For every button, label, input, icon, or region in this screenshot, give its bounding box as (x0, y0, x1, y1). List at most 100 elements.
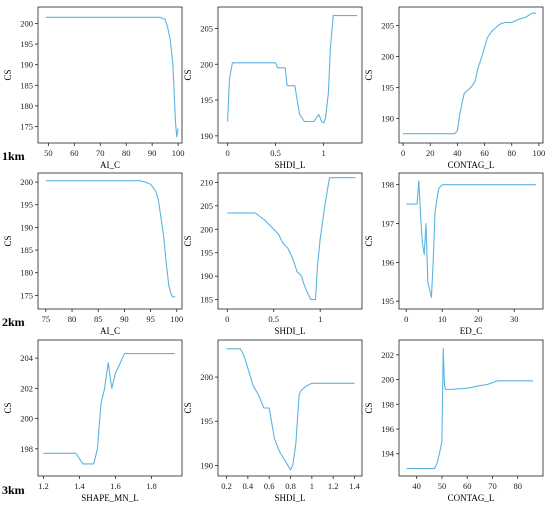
y-tick-label: 194 (381, 449, 395, 459)
y-tick-label: 195 (381, 296, 394, 306)
x-tick-label: 85 (94, 314, 103, 324)
y-tick-label: 190 (200, 460, 213, 470)
y-tick-label: 200 (20, 18, 33, 28)
series-line (45, 180, 176, 298)
y-axis-label: CS (364, 402, 374, 413)
x-tick-label: 60 (463, 481, 472, 491)
y-tick-label: 185 (20, 245, 33, 255)
y-tick-label: 205 (381, 21, 394, 31)
y-tick-label: 190 (20, 60, 33, 70)
y-tick-label: 202 (20, 383, 33, 393)
x-tick-label: 0 (225, 314, 229, 324)
y-tick-label: 195 (200, 248, 213, 258)
x-tick-label: 1.2 (38, 481, 49, 491)
x-tick-label: 50 (438, 481, 447, 491)
y-tick-label: 180 (20, 268, 33, 278)
x-tick-label: 1.8 (146, 481, 157, 491)
x-tick-label: 1.4 (74, 481, 85, 491)
y-axis-label: CS (364, 235, 374, 246)
plot-frame (37, 6, 183, 144)
y-axis-label: CS (3, 69, 13, 80)
plot-frame (398, 6, 544, 144)
y-tick-label: 180 (20, 101, 33, 111)
x-tick-label: 10 (438, 314, 447, 324)
y-axis-label: CS (183, 69, 193, 80)
series-line (45, 16, 179, 138)
y-axis-label: CS (183, 235, 193, 246)
y-tick-label: 185 (20, 80, 33, 90)
x-tick-label: 75 (42, 314, 51, 324)
x-tick-label: 0.5 (268, 314, 279, 324)
x-axis-label: AI_C (100, 326, 120, 336)
x-axis-label: CONTAG_L (448, 493, 495, 503)
x-tick-label: 20 (474, 314, 483, 324)
x-axis-label: CONTAG_L (448, 160, 495, 170)
series-line (406, 180, 536, 298)
x-tick-label: 50 (44, 148, 53, 158)
x-tick-label: 60 (480, 148, 489, 158)
x-tick-label: 0 (225, 148, 229, 158)
x-axis-label: AI_C (100, 160, 120, 170)
x-tick-label: 0.6 (264, 481, 275, 491)
y-tick-label: 200 (20, 177, 33, 187)
row-label-2km: 2km (2, 315, 25, 329)
x-axis-label: SHAPE_MN_L (81, 493, 139, 503)
plot-frame (217, 6, 363, 144)
y-tick-label: 185 (200, 295, 213, 305)
plot-frame (37, 339, 183, 477)
y-tick-label: 205 (200, 23, 213, 33)
y-tick-label: 200 (20, 414, 33, 424)
x-tick-label: 1.4 (349, 481, 360, 491)
x-axis-label: SHDI_L (275, 493, 306, 503)
y-tick-label: 175 (20, 290, 33, 300)
plot-frame (398, 339, 544, 477)
x-tick-label: 95 (146, 314, 155, 324)
x-tick-label: 0.4 (243, 481, 254, 491)
x-tick-label: 1 (318, 314, 322, 324)
row-label-3km: 3km (2, 483, 25, 497)
x-tick-label: 0 (404, 314, 408, 324)
x-tick-label: 80 (68, 314, 77, 324)
x-tick-label: 40 (412, 481, 421, 491)
x-tick-label: 0.2 (221, 481, 232, 491)
x-tick-label: 0.8 (285, 481, 296, 491)
x-tick-label: 80 (122, 148, 131, 158)
y-tick-label: 195 (381, 82, 394, 92)
x-tick-label: 80 (513, 481, 522, 491)
y-tick-label: 198 (381, 399, 394, 409)
x-axis-label: ED_C (460, 326, 483, 336)
y-axis-label: CS (364, 69, 374, 80)
x-axis-label: SHDI_L (275, 326, 306, 336)
y-tick-label: 190 (200, 271, 213, 281)
x-tick-label: 30 (510, 314, 519, 324)
plot-frame (398, 172, 544, 310)
y-tick-label: 204 (20, 353, 34, 363)
y-tick-label: 210 (200, 177, 213, 187)
y-tick-label: 205 (200, 201, 213, 211)
x-tick-label: 0 (401, 148, 405, 158)
series-line (226, 348, 355, 471)
x-tick-label: 20 (426, 148, 435, 158)
y-tick-label: 200 (381, 375, 394, 385)
x-tick-label: 1.6 (110, 481, 121, 491)
y-tick-label: 202 (381, 350, 394, 360)
y-tick-label: 197 (381, 219, 394, 229)
x-tick-label: 100 (533, 148, 546, 158)
x-axis-label: SHDI_L (275, 160, 306, 170)
x-tick-label: 60 (70, 148, 79, 158)
y-tick-label: 200 (200, 372, 213, 382)
y-axis-label: CS (3, 235, 13, 246)
y-tick-label: 200 (200, 59, 213, 69)
series-line (227, 15, 358, 124)
x-tick-label: 1 (321, 148, 325, 158)
y-tick-label: 195 (20, 200, 33, 210)
x-tick-label: 100 (172, 148, 185, 158)
y-tick-label: 175 (20, 122, 33, 132)
